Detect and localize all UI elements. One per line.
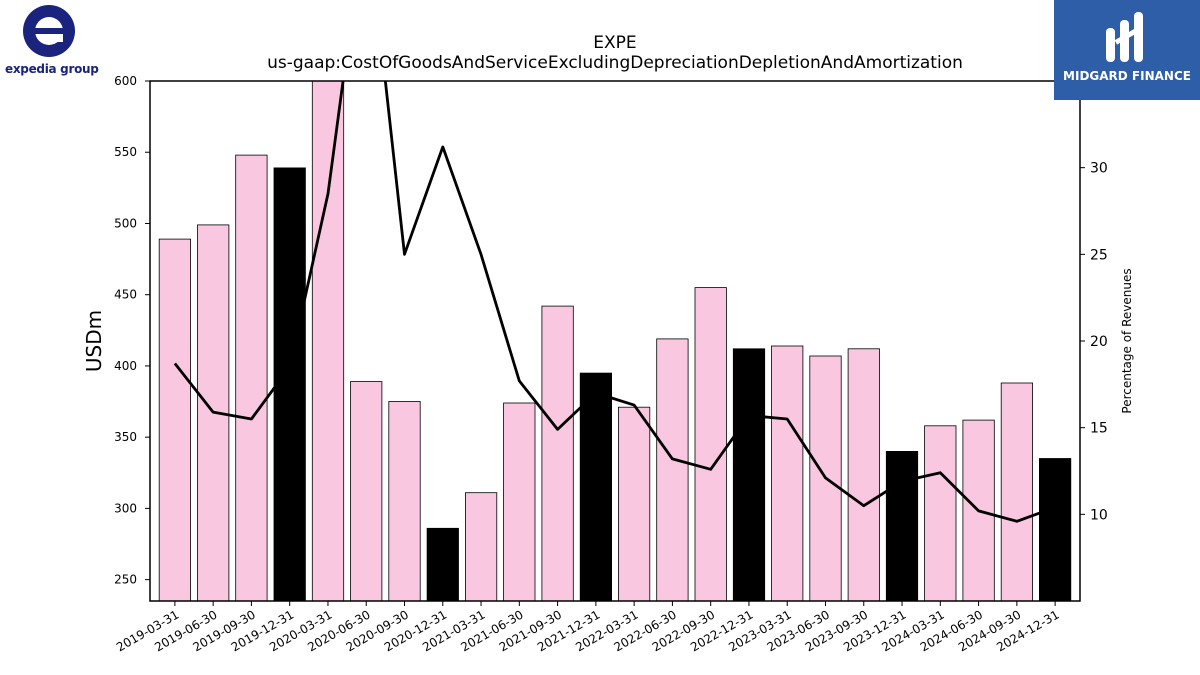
bar-2019-09-30 (235, 154, 268, 601)
bar-2021-06-30 (503, 402, 536, 601)
y2-tick-label-20: 20 (1090, 334, 1108, 350)
midgard-logo-text: MIDGARD FINANCE (1063, 69, 1191, 83)
y-tick-label-300: 300 (114, 501, 137, 515)
bar-2021-03-31 (464, 492, 498, 601)
bar-2023-09-30 (847, 348, 880, 601)
bar-2020-12-31 (426, 527, 459, 601)
bars-group (158, 81, 1072, 601)
bar-2024-03-31 (924, 425, 957, 601)
bar-2021-09-30 (541, 305, 574, 601)
y2-tick-label-10: 10 (1090, 507, 1108, 523)
bar-2020-03-31 (311, 81, 345, 601)
percent-line-group (173, 81, 1056, 523)
midgard-m-icon (1106, 12, 1143, 62)
y-tick-label-350: 350 (114, 430, 137, 444)
percent-of-revenues-line (173, 81, 1056, 523)
bar-2021-12-31 (579, 372, 613, 601)
bar-2022-03-31 (618, 406, 651, 601)
y-axis-label: USDm (82, 310, 106, 372)
chart-subtitle: us-gaap:CostOfGoodsAndServiceExcludingDe… (267, 53, 963, 73)
y2-tick-label-25: 25 (1090, 247, 1108, 263)
y2-tick-label-15: 15 (1090, 421, 1108, 437)
bar-2022-09-30 (694, 287, 727, 601)
bar-2019-03-31 (158, 238, 191, 601)
bar-2024-09-30 (1000, 382, 1034, 601)
bar-2022-12-31 (732, 348, 766, 601)
y-tick-label-400: 400 (114, 359, 137, 373)
expedia-group-logo: expedia group (0, 0, 100, 80)
y-tick-label-250: 250 (114, 573, 137, 587)
y2-axis-label: Percentage of Revenues (1120, 268, 1134, 413)
bar-2019-12-31 (273, 167, 306, 601)
y2-tick-label-30: 30 (1090, 161, 1108, 177)
y-axis: 250 300 350 400 450 500 550 600 (114, 74, 150, 587)
expedia-logo-text: expedia group (5, 62, 99, 76)
bar-2022-06-30 (656, 338, 689, 601)
bar-2023-03-31 (771, 345, 804, 601)
bar-2024-12-31 (1039, 458, 1072, 601)
y-tick-label-600: 600 (114, 74, 137, 88)
bar-2020-09-30 (388, 401, 421, 601)
midgard-finance-logo: MIDGARD FINANCE (1054, 0, 1200, 100)
y2-axis: 10 15 20 25 30 (1080, 161, 1108, 523)
bar-2023-12-31 (885, 450, 919, 601)
y-tick-label-500: 500 (114, 216, 137, 230)
x-axis: 2019-03-312019-06-302019-09-302019-12-31… (114, 601, 1062, 654)
y-tick-label-450: 450 (114, 288, 137, 302)
expedia-e-icon (23, 5, 75, 57)
chart-title: EXPE (593, 33, 636, 53)
y-tick-label-550: 550 (114, 145, 137, 159)
bar-2020-06-30 (350, 381, 383, 601)
